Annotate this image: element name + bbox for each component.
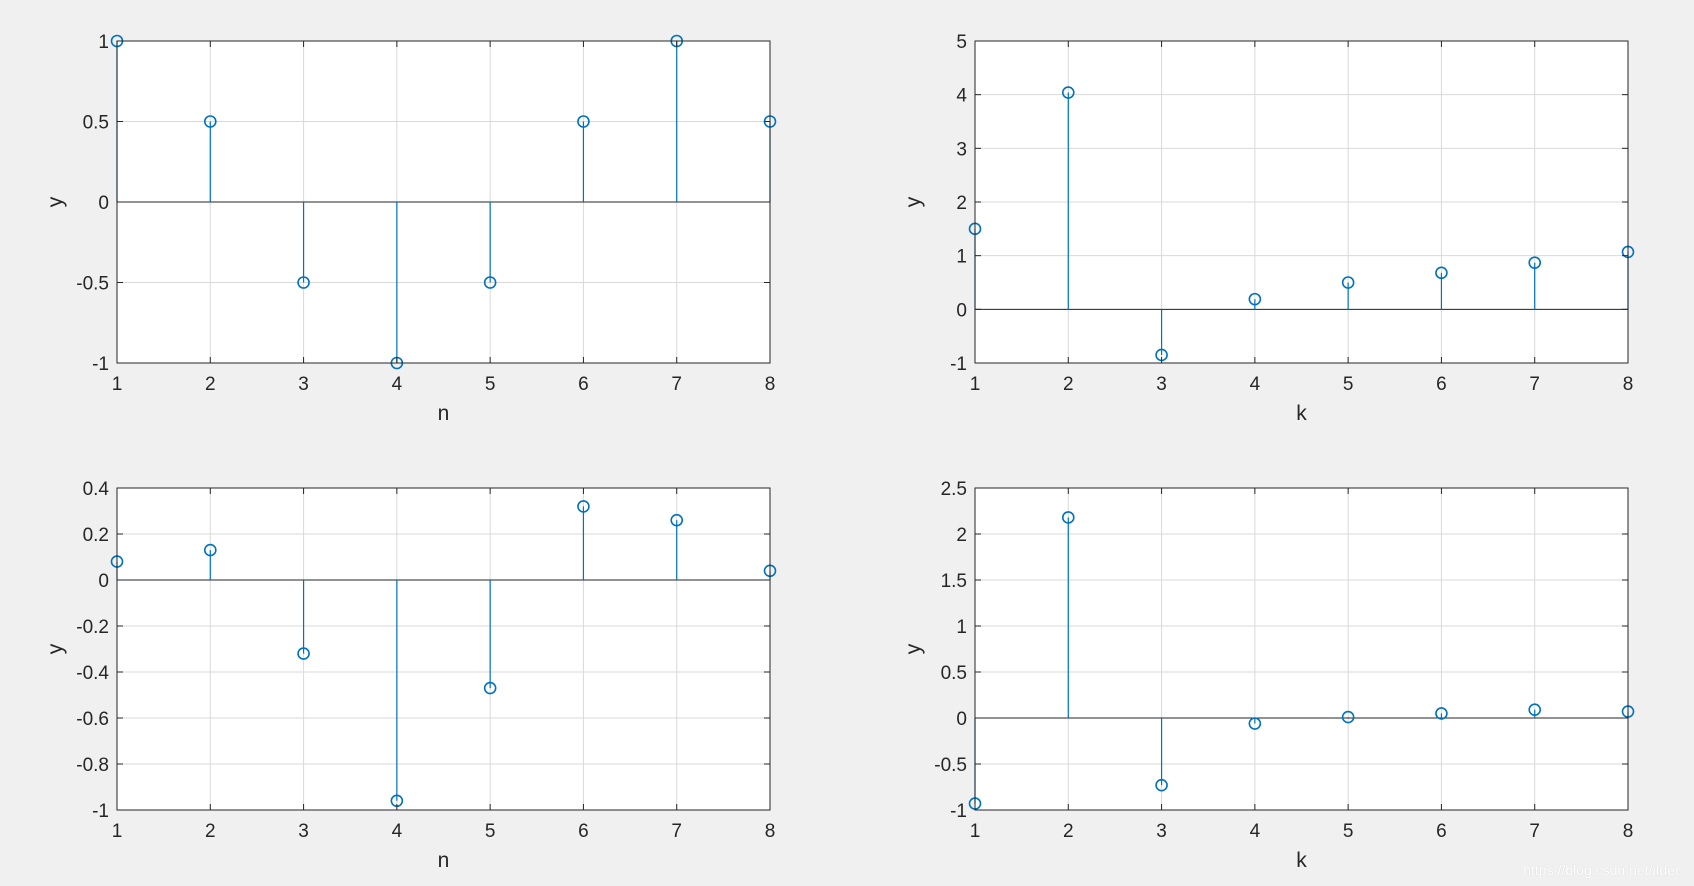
- y-tick-label: 2: [956, 525, 967, 546]
- x-tick-label: 2: [1063, 821, 1074, 842]
- stem-marker: [1061, 511, 1075, 524]
- stem-marker: [1435, 707, 1448, 720]
- stem-marker: [1341, 276, 1355, 289]
- x-tick-label: 6: [1436, 821, 1447, 842]
- stem-marker: [577, 500, 590, 513]
- x-tick-label: 1: [112, 374, 123, 395]
- y-tick-label: 4: [956, 86, 967, 107]
- x-axis-label: k: [1296, 402, 1307, 425]
- subplot-top-left: 1 2 3 4 5 6 7 8 1 0.5 0 -0.5 -1 n y: [44, 32, 777, 425]
- y-tick-label: 0: [98, 571, 109, 592]
- x-tick-label: 4: [392, 821, 403, 842]
- axes-frame: [116, 487, 771, 811]
- y-tick-label: -0.5: [76, 274, 109, 295]
- subplot-top-right: 1 2 3 4 5 6 7 8 5 4 3 2 1 0 -1 k y: [902, 32, 1635, 425]
- y-tick-label: -1: [950, 354, 967, 375]
- y-tick-label: -1: [92, 354, 109, 375]
- y-tick-label: 3: [956, 139, 967, 160]
- x-tick-label: 6: [1436, 374, 1447, 395]
- y-tick-label: 0: [98, 193, 109, 214]
- stem-marker: [1248, 717, 1262, 730]
- x-axis-label: n: [438, 849, 450, 872]
- stem-marker: [203, 115, 217, 128]
- stem-marker: [483, 681, 497, 695]
- y-axis-label: y: [44, 196, 67, 207]
- x-tick-label: 8: [1623, 374, 1634, 395]
- y-tick-label: 1: [956, 247, 967, 268]
- y-axis-label: y: [44, 643, 67, 654]
- y-tick-label: 0.5: [83, 113, 109, 134]
- x-axis-label: n: [438, 402, 450, 425]
- stem-marker: [1341, 710, 1355, 724]
- y-axis-label: y: [902, 643, 925, 654]
- y-tick-label: 2.5: [941, 479, 967, 500]
- stem-marker: [483, 276, 497, 289]
- x-tick-label: 3: [298, 821, 309, 842]
- y-axis-label: y: [902, 196, 925, 207]
- x-tick-label: 6: [578, 821, 589, 842]
- x-tick-label: 7: [671, 821, 682, 842]
- stem-marker: [297, 647, 310, 660]
- y-tick-label: -0.8: [76, 755, 109, 776]
- stem-marker: [577, 115, 590, 128]
- y-tick-label: 0.2: [83, 525, 109, 546]
- subplot-bottom-left: 1 2 3 4 5 6 7 8 0.4 0.2 0 -0.2 -0.4 -0.6 -0.8 -1 n y: [44, 479, 777, 872]
- watermark-text: https://blog.csdn.net/iIdec: [1523, 862, 1682, 878]
- stem-marker: [1435, 266, 1448, 280]
- stem-marker: [1248, 292, 1262, 306]
- x-tick-label: 7: [671, 374, 682, 395]
- x-tick-label: 2: [205, 821, 216, 842]
- plot-area: [975, 488, 1628, 810]
- x-tick-label: 5: [1343, 821, 1354, 842]
- y-tick-label: 0.4: [83, 479, 110, 500]
- x-tick-label: 8: [1623, 821, 1634, 842]
- x-tick-label: 7: [1529, 821, 1540, 842]
- x-tick-label: 3: [1156, 374, 1167, 395]
- x-axis-label: k: [1296, 849, 1307, 872]
- x-tick-label: 5: [1343, 374, 1354, 395]
- stem-marker: [203, 543, 217, 557]
- x-tick-label: 5: [485, 374, 496, 395]
- x-tick-label: 4: [1250, 821, 1261, 842]
- x-tick-label: 5: [485, 821, 496, 842]
- y-tick-label: 0.5: [941, 663, 967, 684]
- x-tick-label: 6: [578, 374, 589, 395]
- y-tick-label: 2: [956, 193, 967, 214]
- x-tick-label: 4: [1250, 374, 1261, 395]
- y-tick-label: 1: [98, 32, 109, 53]
- y-tick-label: -1: [92, 801, 109, 822]
- x-tick-label: 3: [1156, 821, 1167, 842]
- stem-marker: [1528, 256, 1542, 269]
- axes-frame: [974, 487, 1629, 811]
- x-tick-label: 2: [205, 374, 216, 395]
- x-tick-label: 1: [112, 821, 123, 842]
- x-tick-label: 8: [765, 374, 776, 395]
- stem-marker: [1155, 778, 1168, 792]
- y-tick-label: 0: [956, 709, 967, 730]
- stem-marker: [1528, 703, 1542, 717]
- y-tick-label: -0.2: [76, 617, 109, 638]
- y-tick-label: 5: [956, 32, 967, 53]
- x-tick-label: 1: [970, 374, 981, 395]
- x-tick-label: 1: [970, 821, 981, 842]
- y-tick-label: -1: [950, 801, 967, 822]
- y-tick-label: -0.5: [934, 755, 967, 776]
- stem-marker: [670, 513, 684, 527]
- y-tick-label: 1: [956, 617, 967, 638]
- x-tick-label: 3: [298, 374, 309, 395]
- y-tick-label: -0.6: [76, 709, 109, 730]
- x-tick-label: 8: [765, 821, 776, 842]
- y-tick-label: -0.4: [76, 663, 109, 684]
- subplot-bottom-right: 1 2 3 4 5 6 7 8 2.5 2 1.5 1 0.5 0 -0.5 -1 k y: [902, 479, 1635, 872]
- x-tick-label: 4: [392, 374, 403, 395]
- y-tick-label: 0: [956, 300, 967, 321]
- stem-marker: [1061, 86, 1075, 99]
- x-tick-label: 7: [1529, 374, 1540, 395]
- x-tick-label: 2: [1063, 374, 1074, 395]
- plot-area: [117, 488, 770, 810]
- y-tick-label: 1.5: [941, 571, 967, 592]
- stem-marker: [297, 276, 310, 289]
